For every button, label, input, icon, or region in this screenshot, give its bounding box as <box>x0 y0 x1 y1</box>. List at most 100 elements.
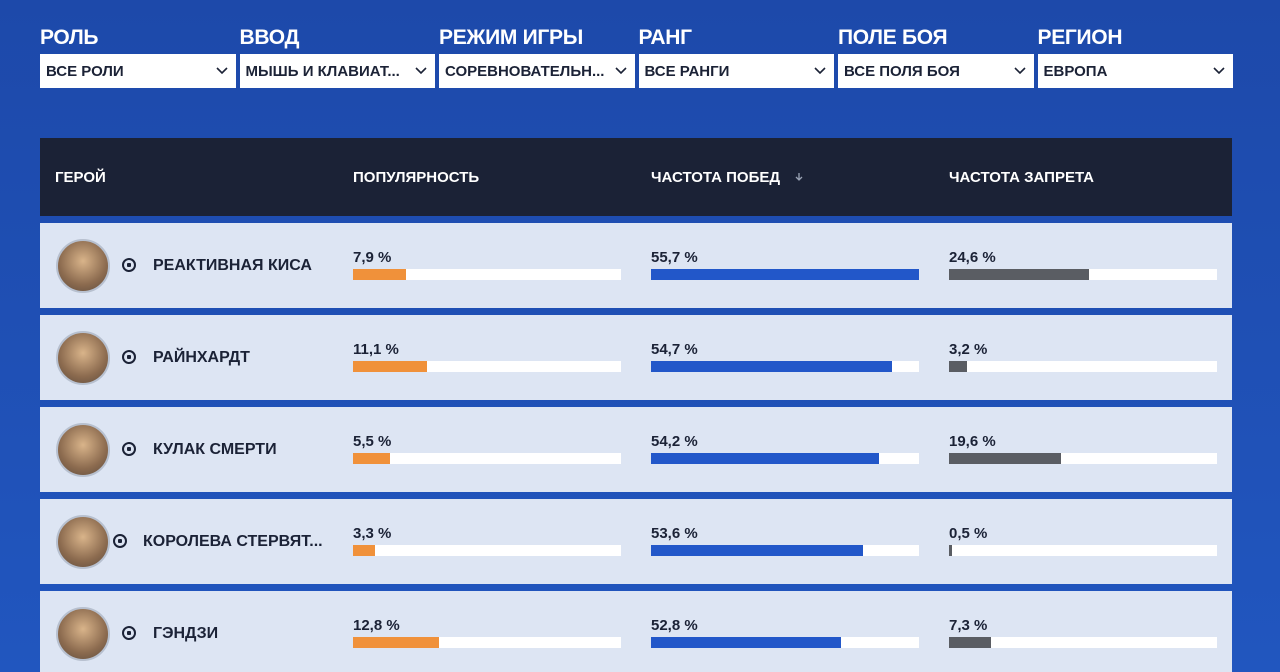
stat: 55,7 % <box>651 249 919 280</box>
stat-value: 24,6 % <box>949 249 996 266</box>
stat: 5,5 % <box>353 433 621 464</box>
filter-label: РАНГ <box>638 26 693 49</box>
bar-track <box>353 269 621 280</box>
filter-value: ВСЕ РАНГИ <box>644 62 730 80</box>
role-icon <box>113 534 127 548</box>
filter-value: МЫШЬ И КЛАВИАТ... <box>245 62 400 80</box>
stat-value: 5,5 % <box>353 433 392 450</box>
hero-row[interactable]: КОРОЛЕВА СТЕРВЯТ... 3,3 % 53,6 % 0,5 % <box>40 499 1232 584</box>
chevron <box>415 67 427 75</box>
chevron <box>614 67 627 75</box>
hero-avatar <box>56 239 110 293</box>
chevron <box>814 67 826 75</box>
stat-value: 55,7 % <box>651 249 698 266</box>
column-header[interactable]: ЧАСТОТА ЗАПРЕТА <box>949 169 1095 186</box>
hero-avatar <box>56 607 110 661</box>
hero-avatar <box>56 331 110 385</box>
role-icon <box>122 350 136 364</box>
bar <box>651 269 919 280</box>
filter-label: РЕГИОН <box>1037 26 1123 49</box>
bar-track <box>651 269 919 280</box>
bar <box>353 637 439 648</box>
stat: 12,8 % <box>353 617 621 648</box>
bar <box>651 545 863 556</box>
stat-value: 52,8 % <box>651 617 698 634</box>
filter: РОЛЬ ВСЕ РОЛИ <box>40 26 236 88</box>
stat: 54,7 % <box>651 341 919 372</box>
chevron <box>1213 67 1225 75</box>
table-header: ГЕРОЙ ПОПУЛЯРНОСТЬ ЧАСТОТА ПОБЕД ЧАСТОТА ЗА… <box>40 138 1232 216</box>
filter-label: ВВОД <box>239 26 300 49</box>
filter-select[interactable]: ВСЕ РАНГИ <box>638 54 834 88</box>
bar-track <box>949 545 1217 556</box>
role-icon <box>122 442 136 456</box>
stat: 3,3 % <box>353 525 621 556</box>
filter-label: РЕЖИМ ИГРЫ <box>439 26 583 49</box>
filter: РЕЖИМ ИГРЫ СОРЕВНОВАТЕЛЬН... <box>439 26 635 88</box>
filter-select[interactable]: ВСЕ ПОЛЯ БОЯ <box>838 54 1034 88</box>
filter-value: ВСЕ ПОЛЯ БОЯ <box>844 62 960 80</box>
filter-select[interactable]: МЫШЬ И КЛАВИАТ... <box>239 54 435 88</box>
bar-track <box>651 453 919 464</box>
role-icon <box>122 626 136 640</box>
hero-name: КУЛАК СМЕРТИ <box>153 441 277 458</box>
bar-track <box>353 361 621 372</box>
bar-track <box>353 453 621 464</box>
bar-track <box>949 361 1217 372</box>
filter-select[interactable]: СОРЕВНОВАТЕЛЬН... <box>439 54 635 88</box>
filter-select[interactable]: ЕВРОПА <box>1037 54 1233 88</box>
bar <box>949 545 952 556</box>
filter-label: РОЛЬ <box>40 26 99 49</box>
hero-name: РАЙНХАРДТ <box>153 349 250 366</box>
hero-row[interactable]: РЕАКТИВНАЯ КИСА 7,9 % 55,7 % 24,6 % <box>40 223 1232 308</box>
stat: 53,6 % <box>651 525 919 556</box>
stat: 54,2 % <box>651 433 919 464</box>
role-icon <box>122 258 136 272</box>
hero-avatar <box>56 515 110 569</box>
hero-table: ГЕРОЙ ПОПУЛЯРНОСТЬ ЧАСТОТА ПОБЕД ЧАСТОТА ЗА… <box>40 138 1232 672</box>
stat-value: 11,1 % <box>353 341 399 358</box>
stat-value: 7,9 % <box>353 249 392 266</box>
filter-label: ПОЛЕ БОЯ <box>838 26 948 49</box>
bar-track <box>651 545 919 556</box>
bar <box>651 361 893 372</box>
sort-arrow[interactable] <box>794 172 804 182</box>
filter-value: ЕВРОПА <box>1043 62 1108 80</box>
stat-value: 3,2 % <box>949 341 988 358</box>
stat-value: 54,7 % <box>651 341 698 358</box>
hero-row[interactable]: КУЛАК СМЕРТИ 5,5 % 54,2 % 19,6 % <box>40 407 1232 492</box>
column-header[interactable]: ЧАСТОТА ПОБЕД <box>651 169 781 186</box>
filter-select[interactable]: ВСЕ РОЛИ <box>40 54 236 88</box>
filter-bar: РОЛЬ ВСЕ РОЛИ ВВОД МЫШЬ И КЛАВИАТ... РЕЖИМ И… <box>40 26 1233 88</box>
filter: ВВОД МЫШЬ И КЛАВИАТ... <box>239 26 435 88</box>
hero-name: ГЭНДЗИ <box>153 625 219 642</box>
bar <box>651 637 842 648</box>
stat: 52,8 % <box>651 617 919 648</box>
bar <box>353 545 376 556</box>
bar-track <box>651 637 919 648</box>
bar <box>353 453 390 464</box>
stat: 11,1 % <box>353 341 621 372</box>
column-header: ГЕРОЙ <box>55 169 106 186</box>
bar <box>949 361 968 372</box>
bar-track <box>651 361 919 372</box>
bar <box>353 269 406 280</box>
hero-name: РЕАКТИВНАЯ КИСА <box>153 257 312 274</box>
stat-value: 19,6 % <box>949 433 996 450</box>
filter: РЕГИОН ЕВРОПА <box>1037 26 1233 88</box>
bar-track <box>353 637 621 648</box>
hero-row[interactable]: РАЙНХАРДТ 11,1 % 54,7 % 3,2 % <box>40 315 1232 400</box>
hero-row[interactable]: ГЭНДЗИ 12,8 % 52,8 % 7,3 % <box>40 591 1232 672</box>
stat: 19,6 % <box>949 433 1217 464</box>
column-header[interactable]: ПОПУЛЯРНОСТЬ <box>353 169 480 186</box>
stat-value: 53,6 % <box>651 525 698 542</box>
bar <box>949 453 1061 464</box>
chevron <box>1013 67 1026 75</box>
bar <box>949 269 1090 280</box>
hero-name: КОРОЛЕВА СТЕРВЯТ... <box>143 533 323 550</box>
hero-avatar <box>56 423 110 477</box>
stat: 3,2 % <box>949 341 1217 372</box>
bar-track <box>949 269 1217 280</box>
stat-value: 54,2 % <box>651 433 698 450</box>
